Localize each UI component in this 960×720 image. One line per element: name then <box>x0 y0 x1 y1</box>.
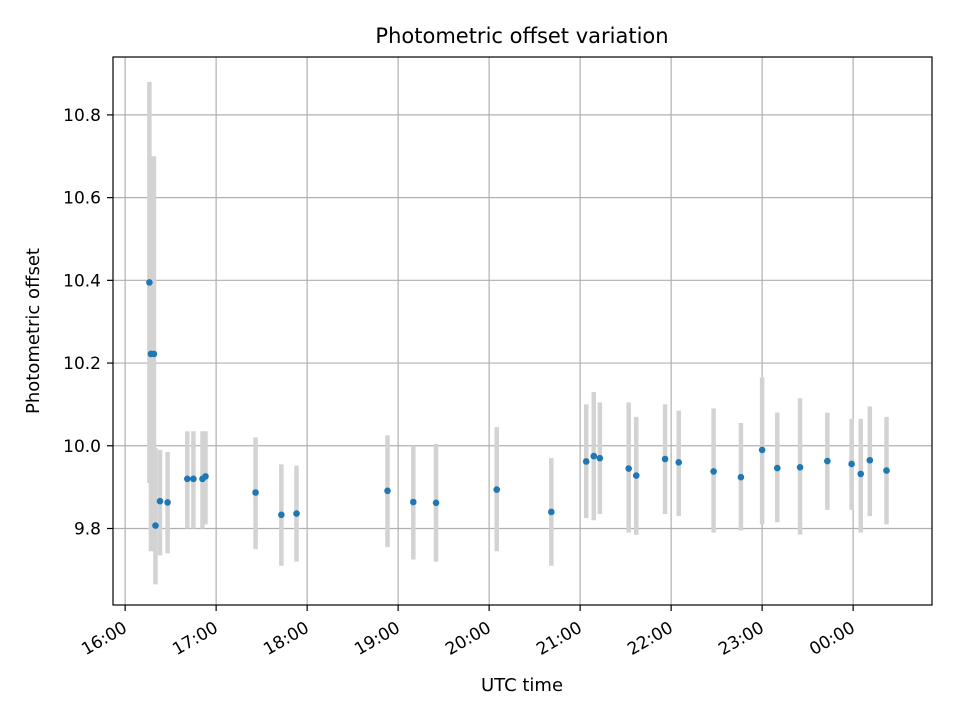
data-point <box>824 457 831 465</box>
data-point <box>384 487 391 495</box>
data-points <box>146 279 890 529</box>
data-point <box>582 458 590 465</box>
x-axis-label: UTC time <box>481 675 563 696</box>
data-point <box>796 463 804 471</box>
data-point <box>758 446 766 454</box>
y-tick-label: 10.0 <box>63 437 101 457</box>
data-point <box>548 508 555 516</box>
data-point <box>857 470 865 478</box>
data-point <box>596 454 604 462</box>
data-point <box>774 464 781 472</box>
data-point <box>164 499 171 506</box>
data-point <box>252 489 259 496</box>
data-point <box>661 455 669 463</box>
data-point <box>866 456 874 464</box>
data-point <box>202 473 209 480</box>
data-point <box>848 460 855 468</box>
chart-title: Photometric offset variation <box>375 24 668 48</box>
plot-area-frame <box>112 56 933 606</box>
y-axis-label: Photometric offset <box>23 248 44 414</box>
data-point <box>675 459 683 466</box>
data-point <box>293 510 300 517</box>
data-point <box>590 452 598 460</box>
data-point <box>883 467 890 474</box>
data-point <box>410 498 417 506</box>
y-tick-label: 10.2 <box>63 354 101 374</box>
grid <box>113 57 932 605</box>
data-point <box>710 468 717 475</box>
data-point <box>625 465 632 472</box>
data-point <box>632 472 640 479</box>
data-point <box>156 497 164 505</box>
data-point <box>493 486 501 493</box>
y-tick-label: 10.4 <box>63 271 101 291</box>
y-tick-label: 10.6 <box>63 189 101 209</box>
y-axis: 9.8 10.0 10.2 10.4 10.6 10.8 <box>63 106 113 539</box>
plot-area-background <box>113 57 932 605</box>
data-point <box>146 279 153 286</box>
data-point <box>190 475 197 483</box>
data-point <box>152 522 159 529</box>
y-tick-label: 9.8 <box>74 519 101 539</box>
data-point <box>737 473 745 481</box>
data-point <box>184 475 191 483</box>
data-point <box>278 511 285 519</box>
data-point <box>150 350 158 358</box>
data-point <box>432 499 440 507</box>
y-tick-label: 10.8 <box>63 106 101 126</box>
